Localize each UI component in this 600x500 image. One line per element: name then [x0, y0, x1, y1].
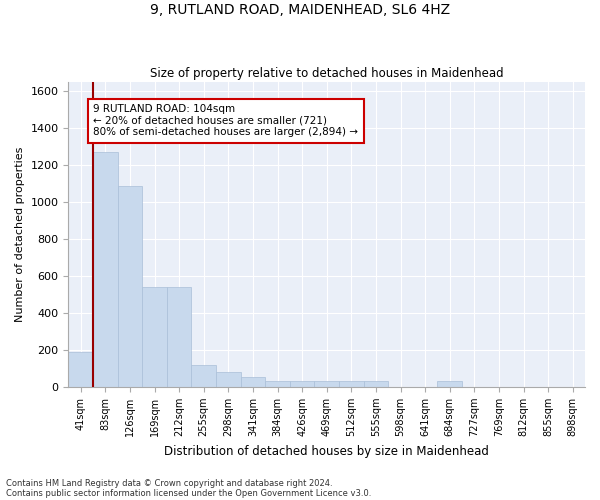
Bar: [241, 377, 265, 387]
Bar: [93, 152, 118, 387]
Text: Contains HM Land Registry data © Crown copyright and database right 2024.: Contains HM Land Registry data © Crown c…: [6, 478, 332, 488]
Title: Size of property relative to detached houses in Maidenhead: Size of property relative to detached ho…: [150, 66, 503, 80]
Bar: [68, 352, 93, 387]
Text: 9, RUTLAND ROAD, MAIDENHEAD, SL6 4HZ: 9, RUTLAND ROAD, MAIDENHEAD, SL6 4HZ: [150, 2, 450, 16]
Y-axis label: Number of detached properties: Number of detached properties: [15, 147, 25, 322]
Bar: [437, 382, 462, 387]
Bar: [216, 372, 241, 387]
Text: Contains public sector information licensed under the Open Government Licence v3: Contains public sector information licen…: [6, 488, 371, 498]
Bar: [118, 186, 142, 387]
Bar: [265, 382, 290, 387]
Bar: [339, 382, 364, 387]
Bar: [290, 382, 314, 387]
Bar: [364, 382, 388, 387]
Bar: [191, 365, 216, 387]
Bar: [142, 287, 167, 387]
Bar: [167, 287, 191, 387]
X-axis label: Distribution of detached houses by size in Maidenhead: Distribution of detached houses by size …: [164, 444, 489, 458]
Bar: [314, 382, 339, 387]
Text: 9 RUTLAND ROAD: 104sqm
← 20% of detached houses are smaller (721)
80% of semi-de: 9 RUTLAND ROAD: 104sqm ← 20% of detached…: [94, 104, 358, 138]
